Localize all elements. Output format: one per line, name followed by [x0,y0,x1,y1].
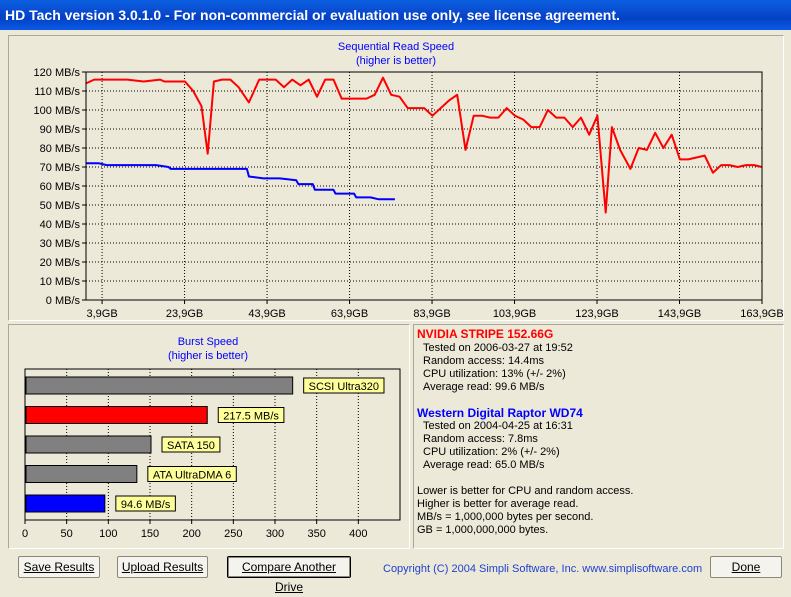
drive2-average-read: Average read: 65.0 MB/s [423,459,545,471]
y-tick-label: 90 MB/s [40,124,81,136]
y-tick-label: 20 MB/s [40,257,81,269]
x-tick-label: 300 [266,528,284,540]
x-tick-label: 23,9GB [166,308,203,320]
note-gb: GB = 1,000,000,000 bytes. [417,524,549,536]
drive1-average-read: Average read: 99.6 MB/s [423,381,545,393]
x-tick-label: 100 [99,528,117,540]
burst-bar [25,435,152,454]
burst-bar-label: 217.5 MB/s [223,411,279,423]
drive1-random-access: Random access: 14.4ms [423,355,545,367]
drive-info-panel: NVIDIA STRIPE 152.66G Tested on 2006-03-… [413,324,784,549]
x-tick-label: 163,9GB [740,308,783,320]
burst-speed-chart: Burst Speed (higher is better) SCSI Ultr… [22,336,401,540]
burst-bar-label: SCSI Ultra320 [309,381,379,393]
y-tick-label: 110 MB/s [34,86,80,98]
burst-bar-label-box [161,436,221,453]
burst-bar-label-box [147,466,237,482]
sequential-read-panel: Sequential Read Speed (higher is better)… [8,35,784,321]
sequential-read-chart: Sequential Read Speed (higher is better)… [34,41,784,320]
y-tick-label: 40 MB/s [40,219,81,231]
window-title: HD Tach version 3.0.1.0 - For non-commer… [5,7,620,23]
drive1-tested: Tested on 2006-03-27 at 19:52 [423,342,573,354]
compare-another-drive-button[interactable]: Compare Another Drive [227,556,351,594]
x-tick-label: 3,9GB [86,308,117,320]
x-tick-label: 200 [182,528,200,540]
x-tick-label: 0 [22,528,28,540]
drive2-random-access: Random access: 7.8ms [423,433,538,445]
y-tick-label: 60 MB/s [40,181,81,193]
x-tick-label: 150 [141,528,159,540]
burst-bar-label-box [217,407,285,423]
y-tick-label: 120 MB/s [34,67,81,79]
chart-subtitle: (higher is better) [168,350,248,362]
drive2-name: Western Digital Raptor WD74 [417,406,583,420]
burst-speed-panel: Burst Speed (higher is better) SCSI Ultr… [8,324,410,549]
plot-border [85,71,763,301]
plot-border [24,368,401,521]
x-tick-label: 143,9GB [658,308,701,320]
x-tick-label: 123,9GB [575,308,618,320]
note-cpu: Lower is better for CPU and random acces… [417,485,634,497]
y-tick-label: 0 MB/s [46,295,81,307]
x-tick-label: 83,9GB [413,308,450,320]
drive2-cpu: CPU utilization: 2% (+/- 2%) [423,446,560,458]
burst-bar [25,376,294,395]
series-line-1 [85,76,763,214]
chart-title: Sequential Read Speed [338,41,454,53]
burst-bar-label: SATA 150 [167,440,215,452]
burst-bar [25,406,208,424]
burst-bar-label: ATA UltraDMA 6 [153,470,231,482]
save-results-button[interactable]: Save Results [18,556,100,578]
chart-title: Burst Speed [178,336,239,348]
drive1-cpu: CPU utilization: 13% (+/- 2%) [423,368,566,380]
y-tick-label: 70 MB/s [40,162,81,174]
y-tick-label: 30 MB/s [40,238,81,250]
y-tick-label: 100 MB/s [34,105,81,117]
x-tick-label: 43,9GB [248,308,285,320]
series-line-2 [86,162,395,201]
drive2-tested: Tested on 2004-04-25 at 16:31 [423,420,573,432]
note-read: Higher is better for average read. [417,498,579,510]
upload-results-button[interactable]: Upload Results [117,556,208,578]
copyright-link[interactable]: Copyright (C) 2004 Simpli Software, Inc.… [383,563,703,575]
y-tick-label: 80 MB/s [40,143,81,155]
y-tick-label: 50 MB/s [40,200,81,212]
x-tick-label: 400 [349,528,367,540]
note-mbs: MB/s = 1,000,000 bytes per second. [417,511,594,523]
window-title-bar[interactable]: HD Tach version 3.0.1.0 - For non-commer… [0,0,791,30]
burst-bar [25,465,138,483]
chart-subtitle: (higher is better) [356,55,436,67]
x-tick-label: 63,9GB [331,308,368,320]
x-tick-label: 250 [224,528,242,540]
x-tick-label: 350 [307,528,325,540]
done-button[interactable]: Done [710,556,782,578]
x-tick-label: 103,9GB [493,308,536,320]
x-tick-label: 50 [61,528,73,540]
burst-bar-label-box [115,495,176,512]
burst-bar-label-box [303,377,385,394]
y-tick-label: 10 MB/s [40,276,81,288]
drive1-name: NVIDIA STRIPE 152.66G [417,327,554,341]
burst-bar [25,494,106,513]
burst-bar-label: 94.6 MB/s [121,499,171,511]
